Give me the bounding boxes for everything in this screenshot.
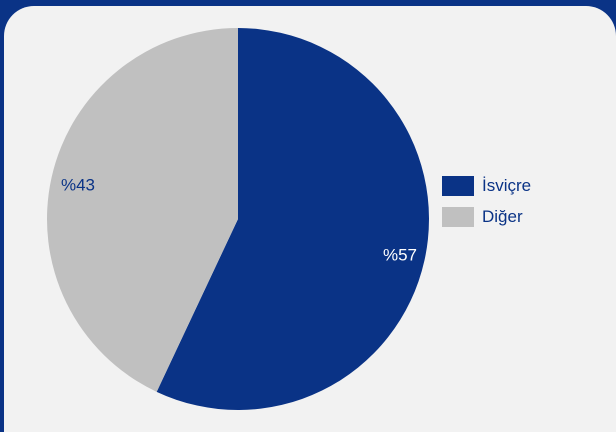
legend-label-diger: Diğer [482,207,523,226]
pie-slices [46,28,429,410]
chart-panel: %57 %43 İsviçre Diğer [4,6,616,432]
legend-label-isvicre: İsviçre [482,176,532,195]
legend-item-diger: Diğer [442,207,531,227]
legend-swatch-diger [442,207,474,227]
pie-slice-isvicre [156,28,429,410]
slice-label-diger: %43 [61,175,95,194]
legend: İsviçre Diğer [442,176,531,238]
pie-labels: %57 %43 [61,175,417,264]
pie-slice-diger [46,28,239,392]
pie-chart: %57 %43 [46,28,429,410]
slice-label-isvicre: %57 [383,245,417,264]
legend-swatch-isvicre [442,176,474,196]
legend-item-isvicre: İsviçre [442,176,531,196]
